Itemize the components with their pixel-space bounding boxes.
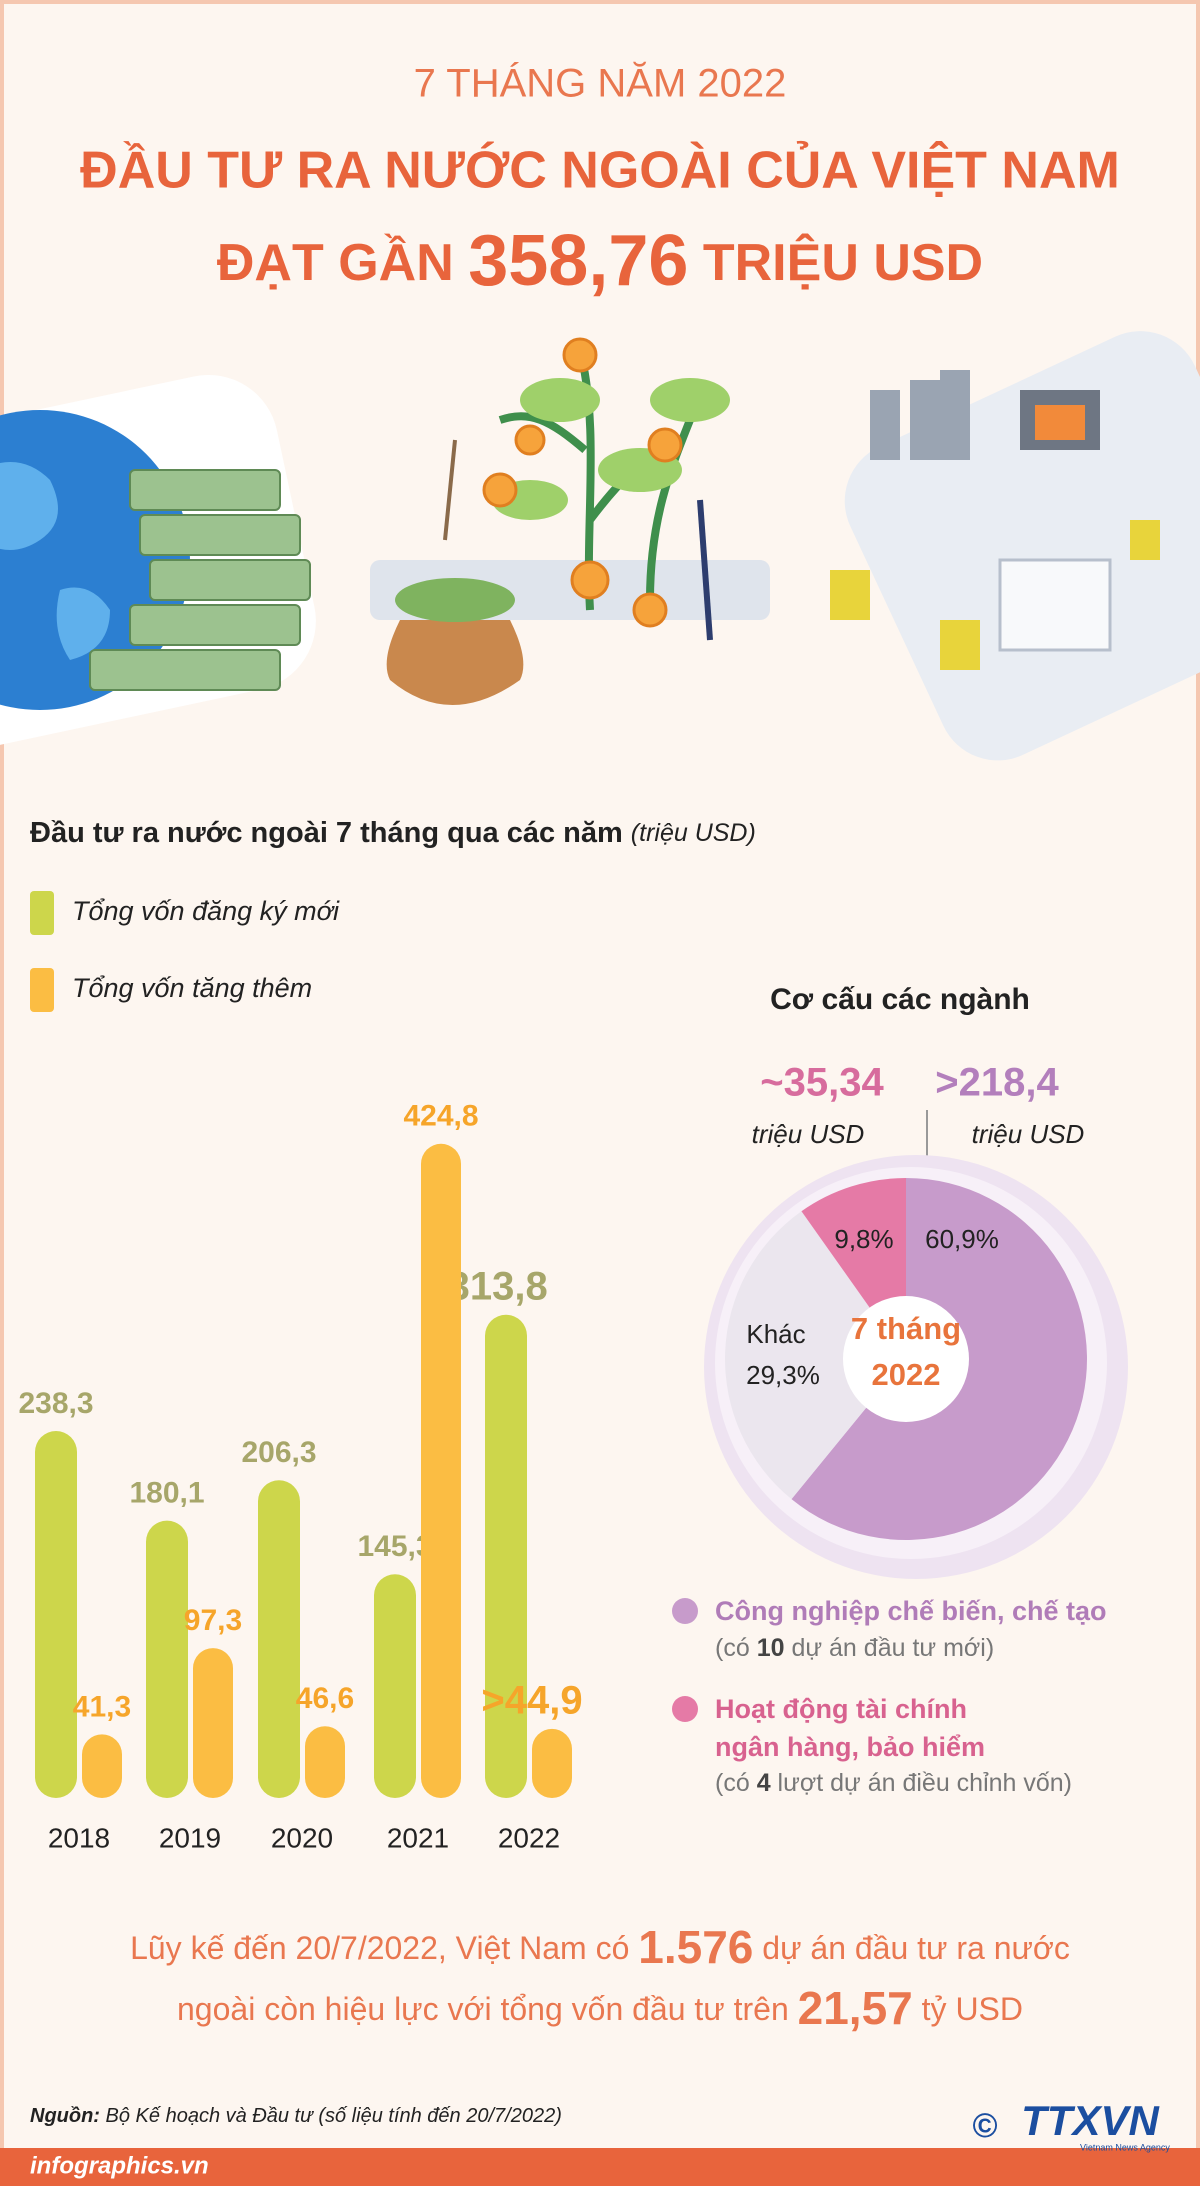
- summary-number: 21,57: [798, 1982, 913, 2034]
- legend-note-number: 10: [757, 1634, 785, 1662]
- headline-part: ĐẠT GẦN: [217, 233, 468, 292]
- legend-note: (có 4 lượt dự án điều chỉnh vốn): [715, 1769, 1072, 1797]
- pie-legend-label: Hoạt động tài chính ngân hàng, bảo hiểm: [715, 1694, 986, 1762]
- legend-bullet: [672, 1696, 698, 1722]
- legend-note-text: (có: [715, 1634, 757, 1662]
- legend-bullet: [672, 1598, 698, 1624]
- summary-line: ngoài còn hiệu lực với tổng vốn đầu tư t…: [177, 1982, 1023, 2034]
- value-label: 97,3: [184, 1604, 242, 1637]
- legend-label: Tổng vốn tăng thêm: [72, 973, 312, 1003]
- summary-number: 1.576: [638, 1921, 753, 1973]
- value-label: 41,3: [73, 1690, 131, 1723]
- illustration-plant: [370, 337, 770, 705]
- footer-brand: TTXVN: [1021, 2097, 1160, 2144]
- headline-number: 358,76: [468, 221, 688, 301]
- bar-title: Đầu tư ra nước ngoài 7 tháng qua các năm…: [30, 817, 756, 849]
- source-label: Nguồn:: [30, 2105, 100, 2127]
- title: ĐẦU TƯ RA NƯỚC NGOÀI CỦA VIỆT NAM: [80, 141, 1120, 200]
- bar-title-text: Đầu tư ra nước ngoài 7 tháng qua các năm: [30, 817, 623, 849]
- bar: [146, 1520, 188, 1798]
- legend-swatch: [30, 968, 54, 1012]
- value-label: 145,3: [357, 1530, 432, 1563]
- slice-label: 29,3%: [746, 1360, 820, 1390]
- value-label: 46,6: [296, 1682, 354, 1715]
- pie-annotation-unit: triệu USD: [972, 1119, 1085, 1149]
- illustration-globe: [0, 374, 316, 750]
- summary-text: tỷ USD: [913, 1991, 1023, 2027]
- footer-brand-sub: Vietnam News Agency: [1080, 2142, 1170, 2152]
- pie-legend-label: Công nghiệp chế biến, chế tạo: [715, 1596, 1107, 1626]
- legend-note-text: lượt dự án điều chỉnh vốn): [771, 1769, 1072, 1797]
- pie-slice: [725, 1211, 906, 1500]
- source-text: Bộ Kế hoạch và Đầu tư (số liệu tính đến …: [100, 2105, 562, 2127]
- x-tick-label: 2019: [159, 1822, 221, 1853]
- bar: [532, 1728, 572, 1798]
- bar-subtitle: (triệu USD): [631, 819, 756, 847]
- x-tick-label: 2020: [271, 1822, 333, 1853]
- pie-hole: [843, 1296, 969, 1422]
- pie-center-label: 7 tháng: [851, 1311, 961, 1346]
- headline-part: TRIỆU USD: [688, 233, 983, 292]
- value-label: >44,9: [481, 1678, 582, 1722]
- headline: ĐẠT GẦN 358,76 TRIỆU USD: [217, 221, 983, 301]
- summary-text: Lũy kế đến 20/7/2022, Việt Nam có: [130, 1930, 638, 1966]
- bar: [82, 1734, 122, 1798]
- pie-center-label: 2022: [872, 1357, 941, 1392]
- source: Nguồn: Bộ Kế hoạch và Đầu tư (số liệu tí…: [30, 2105, 562, 2127]
- legend-note-number: 4: [757, 1769, 771, 1797]
- legend-note-text: dự án đầu tư mới): [785, 1634, 995, 1662]
- legend-note-text: (có: [715, 1769, 757, 1797]
- summary-text: dự án đầu tư ra nước: [753, 1930, 1070, 1966]
- bar: [35, 1431, 77, 1798]
- x-tick-label: 2022: [498, 1822, 560, 1853]
- value-label: 180,1: [129, 1477, 204, 1510]
- illustration-factory: [830, 331, 1200, 761]
- kicker: 7 THÁNG NĂM 2022: [414, 61, 787, 106]
- x-tick-label: 2021: [387, 1822, 449, 1853]
- footer-site: infographics.vn: [30, 2152, 209, 2179]
- pie-annotation: ~35,34: [760, 1061, 884, 1105]
- bar: [374, 1574, 416, 1798]
- bar: [421, 1143, 461, 1798]
- legend-swatch: [30, 891, 54, 935]
- footer-band: [0, 2148, 1200, 2186]
- value-label: 424,8: [403, 1100, 478, 1133]
- legend-note: (có 10 dự án đầu tư mới): [715, 1634, 994, 1662]
- bar: [485, 1314, 527, 1798]
- summary-text: ngoài còn hiệu lực với tổng vốn đầu tư t…: [177, 1991, 798, 2027]
- pie-annotation: >218,4: [935, 1061, 1059, 1105]
- value-label: 238,3: [18, 1387, 93, 1420]
- bar: [193, 1648, 233, 1798]
- summary-line: Lũy kế đến 20/7/2022, Việt Nam có 1.576 …: [130, 1921, 1070, 1973]
- bar: [258, 1480, 300, 1798]
- slice-label: 60,9%: [925, 1224, 999, 1254]
- footer-copyright: ©: [972, 2107, 997, 2145]
- slice-category: Khác: [746, 1319, 805, 1349]
- pie-title: Cơ cấu các ngành: [770, 983, 1030, 1016]
- x-tick-label: 2018: [48, 1822, 110, 1853]
- bar: [305, 1726, 345, 1798]
- legend-label: Tổng vốn đăng ký mới: [72, 896, 340, 926]
- slice-label: 9,8%: [834, 1224, 893, 1254]
- pie-annotation-unit: triệu USD: [752, 1119, 865, 1149]
- value-label: 206,3: [241, 1436, 316, 1469]
